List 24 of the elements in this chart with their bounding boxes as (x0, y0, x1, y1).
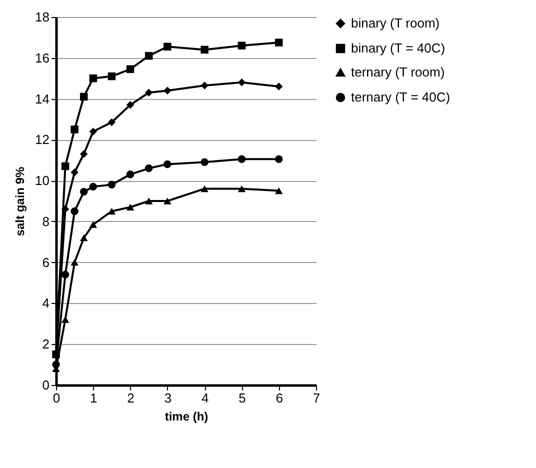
legend-label: ternary (T room) (351, 64, 445, 80)
y-tick-label: 14 (35, 91, 50, 106)
y-tick-label: 16 (35, 50, 50, 66)
x-tick-label: 2 (127, 390, 134, 406)
x-tick-label: 6 (276, 390, 283, 406)
x-tick-label: 3 (164, 390, 172, 406)
y-tick-label: 6 (42, 254, 50, 270)
y-tick-label: 8 (42, 214, 50, 229)
y-tick-label: 10 (35, 173, 50, 188)
legend-label: ternary (T = 40C) (351, 90, 450, 104)
y-tick-label: 12 (35, 132, 50, 148)
x-axis-title: time (h) (164, 410, 208, 424)
x-tick-label: 0 (52, 390, 60, 406)
y-axis-title: salt gain 9% (13, 166, 28, 236)
y-tick-label: 2 (42, 336, 50, 352)
y-tick-label: 0 (42, 378, 50, 392)
x-tick-label: 4 (201, 390, 209, 406)
x-tick-label: 1 (90, 390, 98, 406)
legend-label: binary (T = 40C) (351, 40, 446, 56)
legend-label: binary (T room) (351, 16, 440, 30)
x-tick-label: 7 (312, 390, 320, 406)
y-tick-label: 18 (35, 10, 50, 24)
x-tick-label: 5 (238, 390, 246, 406)
y-tick-label: 4 (42, 296, 50, 311)
